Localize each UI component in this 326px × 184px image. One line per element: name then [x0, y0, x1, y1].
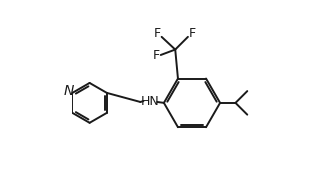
Text: N: N — [64, 84, 74, 98]
Text: F: F — [154, 27, 161, 40]
Text: F: F — [189, 27, 196, 40]
Text: F: F — [153, 49, 160, 62]
Text: HN: HN — [141, 95, 160, 108]
